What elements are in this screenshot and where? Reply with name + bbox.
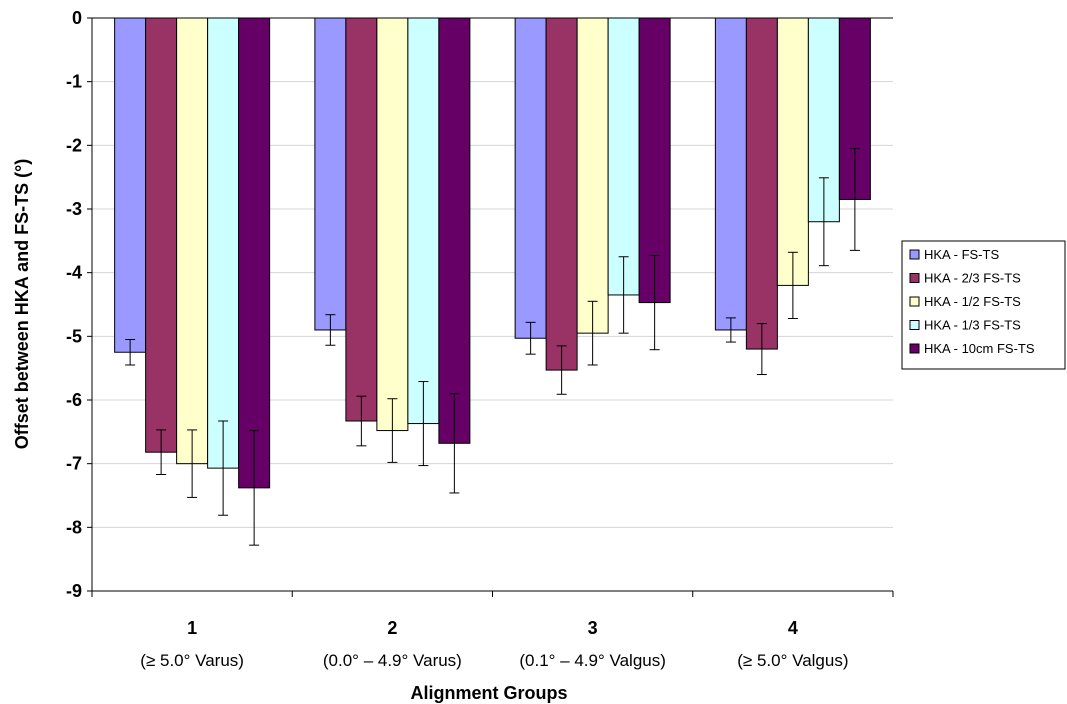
- x-category-sublabel: (0.1° – 4.9° Valgus): [519, 651, 666, 670]
- axes: [87, 17, 894, 597]
- bar: [576, 17, 609, 334]
- x-category-sublabel: (≥ 5.0° Varus): [140, 651, 244, 670]
- legend-box: [901, 240, 1066, 370]
- legend-label: HKA - FS-TS: [924, 247, 999, 262]
- y-tick-label: -8: [66, 517, 82, 537]
- bar: [438, 17, 471, 444]
- bar: [314, 17, 347, 331]
- x-axis-title: Alignment Groups: [411, 683, 568, 703]
- x-category-label: 2: [387, 618, 397, 638]
- x-category-label: 4: [788, 618, 798, 638]
- bar: [145, 17, 178, 453]
- legend-label: HKA - 2/3 FS-TS: [924, 271, 1021, 286]
- bar: [238, 17, 271, 489]
- y-tick-label: -1: [66, 72, 82, 92]
- bar: [545, 17, 578, 371]
- x-category-label: 1: [187, 618, 197, 638]
- legend-swatch: [909, 296, 920, 307]
- y-tick-label: -2: [66, 135, 82, 155]
- legend-label: HKA - 1/3 FS-TS: [924, 318, 1021, 333]
- legend-label: HKA - 1/2 FS-TS: [924, 294, 1021, 309]
- x-category-sublabel: (0.0° – 4.9° Varus): [323, 651, 462, 670]
- bar: [207, 17, 240, 469]
- x-category-labels: 1 (≥ 5.0° Varus) 2 (0.0° – 4.9° Varus) 3 (0.1…: [140, 618, 848, 670]
- bars: [114, 17, 871, 489]
- y-tick-label: -3: [66, 199, 82, 219]
- bar: [345, 17, 378, 422]
- y-tick-label: -6: [66, 390, 82, 410]
- bar: [714, 17, 747, 331]
- bar: [776, 17, 809, 286]
- x-category-sublabel: (≥ 5.0° Valgus): [737, 651, 848, 670]
- y-tick-labels: 0 -1 -2 -3 -4 -5 -6 -7 -8 -9: [66, 8, 82, 601]
- bar: [407, 17, 440, 425]
- bar: [376, 17, 409, 432]
- x-category-label: 3: [588, 618, 598, 638]
- legend-swatch: [909, 249, 920, 260]
- y-tick-label: -5: [66, 326, 82, 346]
- legend-label: HKA - 10cm FS-TS: [924, 341, 1035, 356]
- bar: [114, 17, 147, 353]
- error-bars: [125, 148, 860, 546]
- legend-swatch: [909, 343, 920, 354]
- y-axis-title: Offset between HKA and FS-TS (°): [12, 159, 32, 450]
- legend-swatch: [909, 320, 920, 330]
- legend-swatch: [909, 273, 920, 283]
- legend: HKA - FS-TS HKA - 2/3 FS-TS HKA - 1/2 FS-T…: [901, 240, 1066, 370]
- bar: [514, 17, 547, 339]
- y-tick-label: 0: [72, 8, 82, 28]
- bar: [607, 17, 640, 296]
- y-tick-label: -4: [66, 263, 82, 283]
- bar: [176, 17, 209, 465]
- y-tick-label: -7: [66, 454, 82, 474]
- y-tick-label: -9: [66, 581, 82, 601]
- bar: [745, 17, 778, 350]
